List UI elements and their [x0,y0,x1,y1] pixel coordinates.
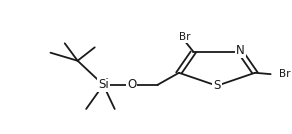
Text: Si: Si [98,78,109,91]
Text: S: S [213,79,221,92]
Text: Br: Br [279,69,291,79]
Text: N: N [236,44,245,57]
Text: O: O [127,78,136,91]
Text: Br: Br [179,32,191,42]
